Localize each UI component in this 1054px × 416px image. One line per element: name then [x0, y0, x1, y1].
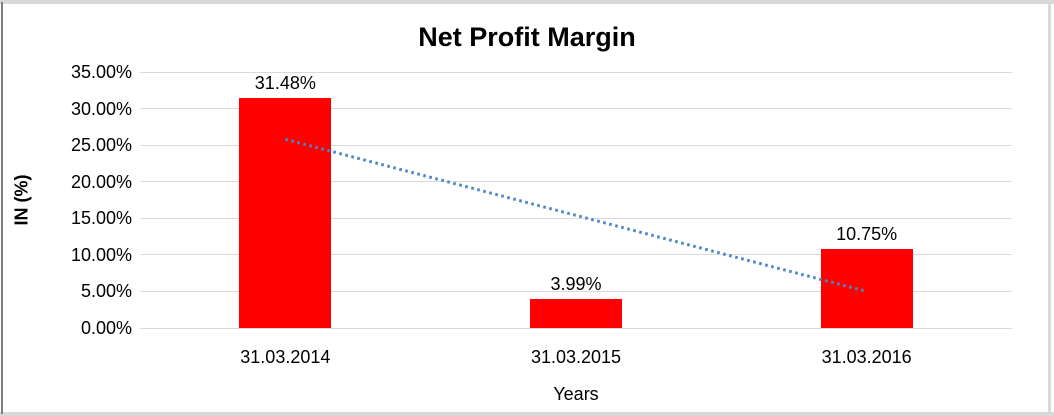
bar [530, 298, 622, 328]
bar-value-label: 10.75% [836, 224, 898, 245]
y-tick-label: 5.00% [80, 281, 132, 302]
x-axis-title: Years [553, 384, 599, 404]
y-tick-label: 0.00% [80, 318, 132, 338]
bar-value-label: 31.48% [254, 72, 316, 93]
gridline [140, 108, 1012, 110]
x-tick-label: 31.03.2014 [240, 347, 331, 367]
y-tick-label: 25.00% [70, 135, 132, 156]
frame-left-edge [1, 2, 3, 414]
chart-title: Net Profit Margin [418, 22, 636, 52]
frame-bottom-edge [0, 412, 1054, 416]
x-tick-label: 31.03.2016 [821, 347, 912, 367]
y-tick-label: 10.00% [70, 244, 132, 265]
x-tick-label: 31.03.2015 [530, 347, 622, 367]
bar [239, 97, 332, 328]
y-tick-label: 35.00% [70, 62, 132, 82]
y-tick-label: 30.00% [70, 98, 132, 119]
gridline [140, 71, 1012, 73]
bar-value-label: 3.99% [550, 273, 602, 294]
frame-right-edge [1048, 0, 1051, 416]
y-tick-label: 20.00% [70, 171, 132, 192]
gridline [140, 327, 1012, 329]
trendline-segment [284, 137, 868, 293]
frame-top-edge [0, 0, 1054, 4]
bar [820, 249, 913, 328]
y-tick-label: 15.00% [70, 208, 132, 229]
